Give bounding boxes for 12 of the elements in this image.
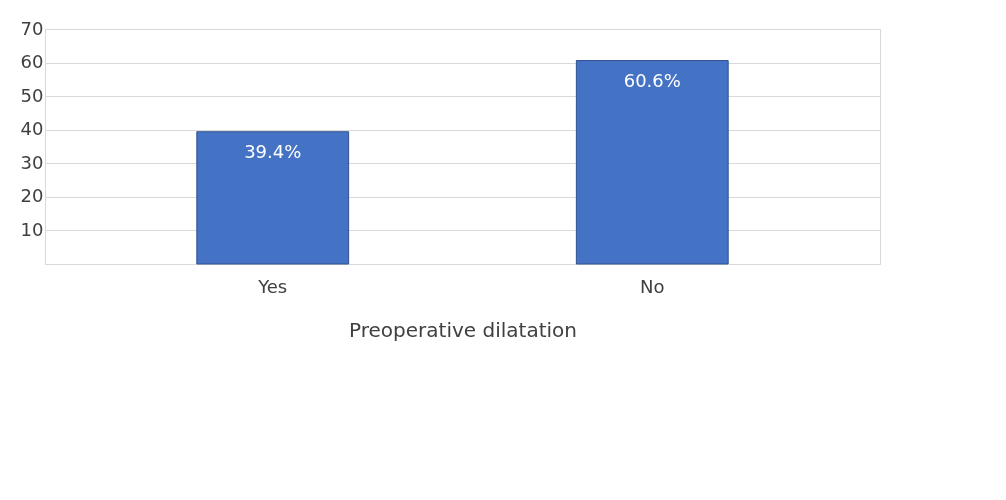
y-tick-label: 40 <box>20 118 44 140</box>
x-tick-label: No <box>640 275 665 297</box>
y-tick-label: 30 <box>20 151 44 173</box>
x-tick-label: Yes <box>257 275 288 297</box>
y-tick-label: 10 <box>20 218 44 240</box>
y-tick-label: 50 <box>20 84 44 106</box>
y-tick-label: 20 <box>20 185 44 207</box>
x-axis-title: Preoperative dilatation <box>349 317 577 342</box>
text: 39.4% <box>244 140 302 162</box>
text: 60.6% <box>623 69 681 91</box>
y-tick-label: 60 <box>20 51 44 73</box>
y-tick-label: 70 <box>20 17 44 39</box>
